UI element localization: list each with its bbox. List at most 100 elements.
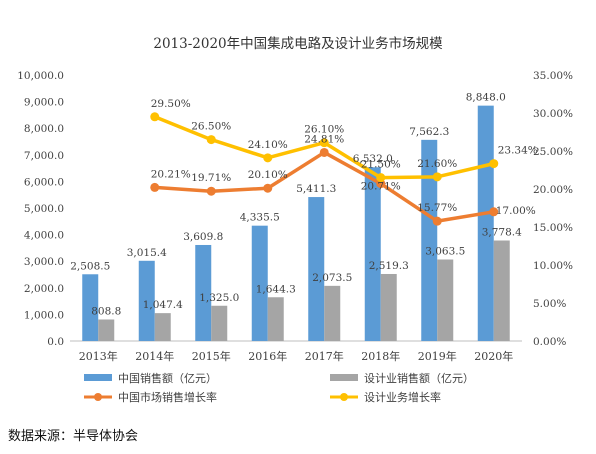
line-point (319, 147, 329, 157)
x-axis-tick-label: 2015年 (192, 349, 231, 363)
bar (82, 274, 99, 341)
legend-label: 中国市场销售增长率 (118, 390, 217, 404)
bar (493, 240, 510, 341)
legend-label: 中国销售额（亿元） (118, 371, 217, 385)
x-axis-tick-label: 2019年 (418, 349, 457, 363)
x-axis-tick-label: 2017年 (305, 349, 344, 363)
line-point (263, 183, 273, 193)
right-axis-tick-label: 15.00% (533, 222, 573, 234)
line-data-label: 20.10% (248, 169, 288, 181)
bar-data-label: 2,073.5 (312, 272, 352, 284)
line-point (432, 172, 442, 182)
line-point (489, 207, 499, 217)
left-axis-tick-label: 3,000.0 (24, 256, 64, 268)
legend: 中国销售额（亿元） 设计业销售额（亿元） 中国市场销售增长率 设计业务增长率 (84, 371, 474, 404)
legend-label: 设计业务增长率 (364, 390, 441, 404)
line-data-label: 29.50% (151, 98, 191, 110)
left-axis-tick-label: 1,000.0 (24, 309, 64, 321)
left-axis-tick-label: 6,000.0 (24, 176, 64, 188)
right-axis-tick-label: 5.00% (533, 298, 566, 310)
left-axis-tick-label: 8,000.0 (24, 123, 64, 135)
data-labels: 2,508.5 3,015.4 3,609.8 4,335.5 5,411.3 6,532… (70, 92, 538, 318)
bar-data-label: 5,411.3 (296, 183, 336, 195)
line-point (319, 138, 329, 148)
line-data-label: 21.50% (361, 159, 401, 171)
chart-title: 2013-2020年中国集成电路及设计业务市场规模 (153, 35, 443, 52)
bars (82, 105, 510, 342)
bar-data-label: 3,778.4 (482, 226, 522, 238)
legend-label: 设计业销售额（亿元） (364, 371, 474, 385)
line-point (376, 173, 386, 183)
left-axis-tick-label: 5,000.0 (24, 203, 64, 215)
bar (267, 297, 284, 341)
bar (308, 197, 325, 341)
line-data-label: 21.60% (417, 158, 457, 170)
bar-data-label: 2,508.5 (70, 260, 110, 272)
bar (421, 139, 438, 341)
bar-data-label: 7,562.3 (409, 126, 449, 138)
bar (195, 244, 212, 341)
source-note: 数据来源：半导体协会 (8, 429, 139, 444)
bar (380, 273, 397, 341)
bar-data-label: 2,519.3 (369, 260, 409, 272)
left-axis-tick-label: 7,000.0 (24, 150, 64, 162)
bar (324, 285, 341, 341)
bar-data-label: 1,325.0 (199, 292, 239, 304)
line-point (150, 112, 160, 122)
right-axis-tick-label: 25.00% (533, 146, 573, 158)
right-axis-tick-label: 10.00% (533, 260, 573, 272)
right-axis-tick-label: 35.00% (533, 70, 573, 82)
line-data-label: 20.21% (151, 168, 191, 180)
x-axis-tick-label: 2016年 (248, 349, 287, 363)
line-data-label: 17.00% (496, 205, 536, 217)
bar-data-label: 4,335.5 (240, 212, 280, 224)
lines (150, 112, 499, 226)
line-data-label: 26.10% (304, 124, 344, 136)
bar (364, 167, 381, 341)
legend-swatch (84, 374, 112, 381)
legend-marker (340, 393, 348, 401)
left-axis-tick-label: 10,000.0 (17, 70, 64, 82)
line-point (206, 186, 216, 196)
bar (437, 259, 454, 341)
line-point (489, 159, 499, 169)
left-axis-tick-label: 9,000.0 (24, 97, 64, 109)
line-point (150, 182, 160, 192)
bar-data-label: 6,532.0 (353, 153, 393, 165)
left-axis-tick-label: 4,000.0 (24, 230, 64, 242)
bar (211, 305, 228, 341)
axes: 0.0 1,000.0 2,000.0 3,000.0 4,000.0 5,000.0 6,… (17, 70, 573, 363)
left-axis-tick-label: 2,000.0 (24, 283, 64, 295)
bar-data-label: 3,063.5 (425, 246, 465, 258)
x-axis-tick-label: 2013年 (79, 349, 118, 363)
bar (154, 313, 171, 341)
x-axis-tick-label: 2020年 (474, 349, 513, 363)
bar-data-label: 1,644.3 (256, 283, 296, 295)
line-data-label: 20.71% (361, 181, 401, 193)
bar-data-label: 3,609.8 (183, 231, 223, 243)
x-axis-tick-label: 2018年 (361, 349, 400, 363)
line-point (206, 135, 216, 145)
line-data-label: 24.10% (248, 139, 288, 151)
bar (477, 105, 494, 342)
line-data-label: 23.34% (498, 145, 538, 157)
bar-data-label: 808.8 (91, 305, 121, 317)
bar-data-label: 3,015.4 (127, 247, 167, 259)
legend-swatch (330, 374, 358, 381)
bar (98, 319, 115, 341)
x-axis-tick-label: 2014年 (135, 349, 174, 363)
bar-data-label: 1,047.4 (143, 299, 183, 311)
line-data-label: 26.50% (191, 121, 231, 133)
bar (251, 225, 268, 341)
line-point (432, 216, 442, 226)
line-data-label: 19.71% (191, 172, 231, 184)
line-data-label: 24.81% (304, 133, 344, 145)
bar (138, 260, 155, 341)
bar-data-label: 8,848.0 (466, 92, 506, 104)
legend-marker (94, 393, 102, 401)
left-axis-tick-label: 0.0 (47, 336, 64, 348)
right-axis-tick-label: 30.00% (533, 108, 573, 120)
line-data-label: 15.77% (417, 202, 457, 214)
line-point (263, 153, 273, 163)
